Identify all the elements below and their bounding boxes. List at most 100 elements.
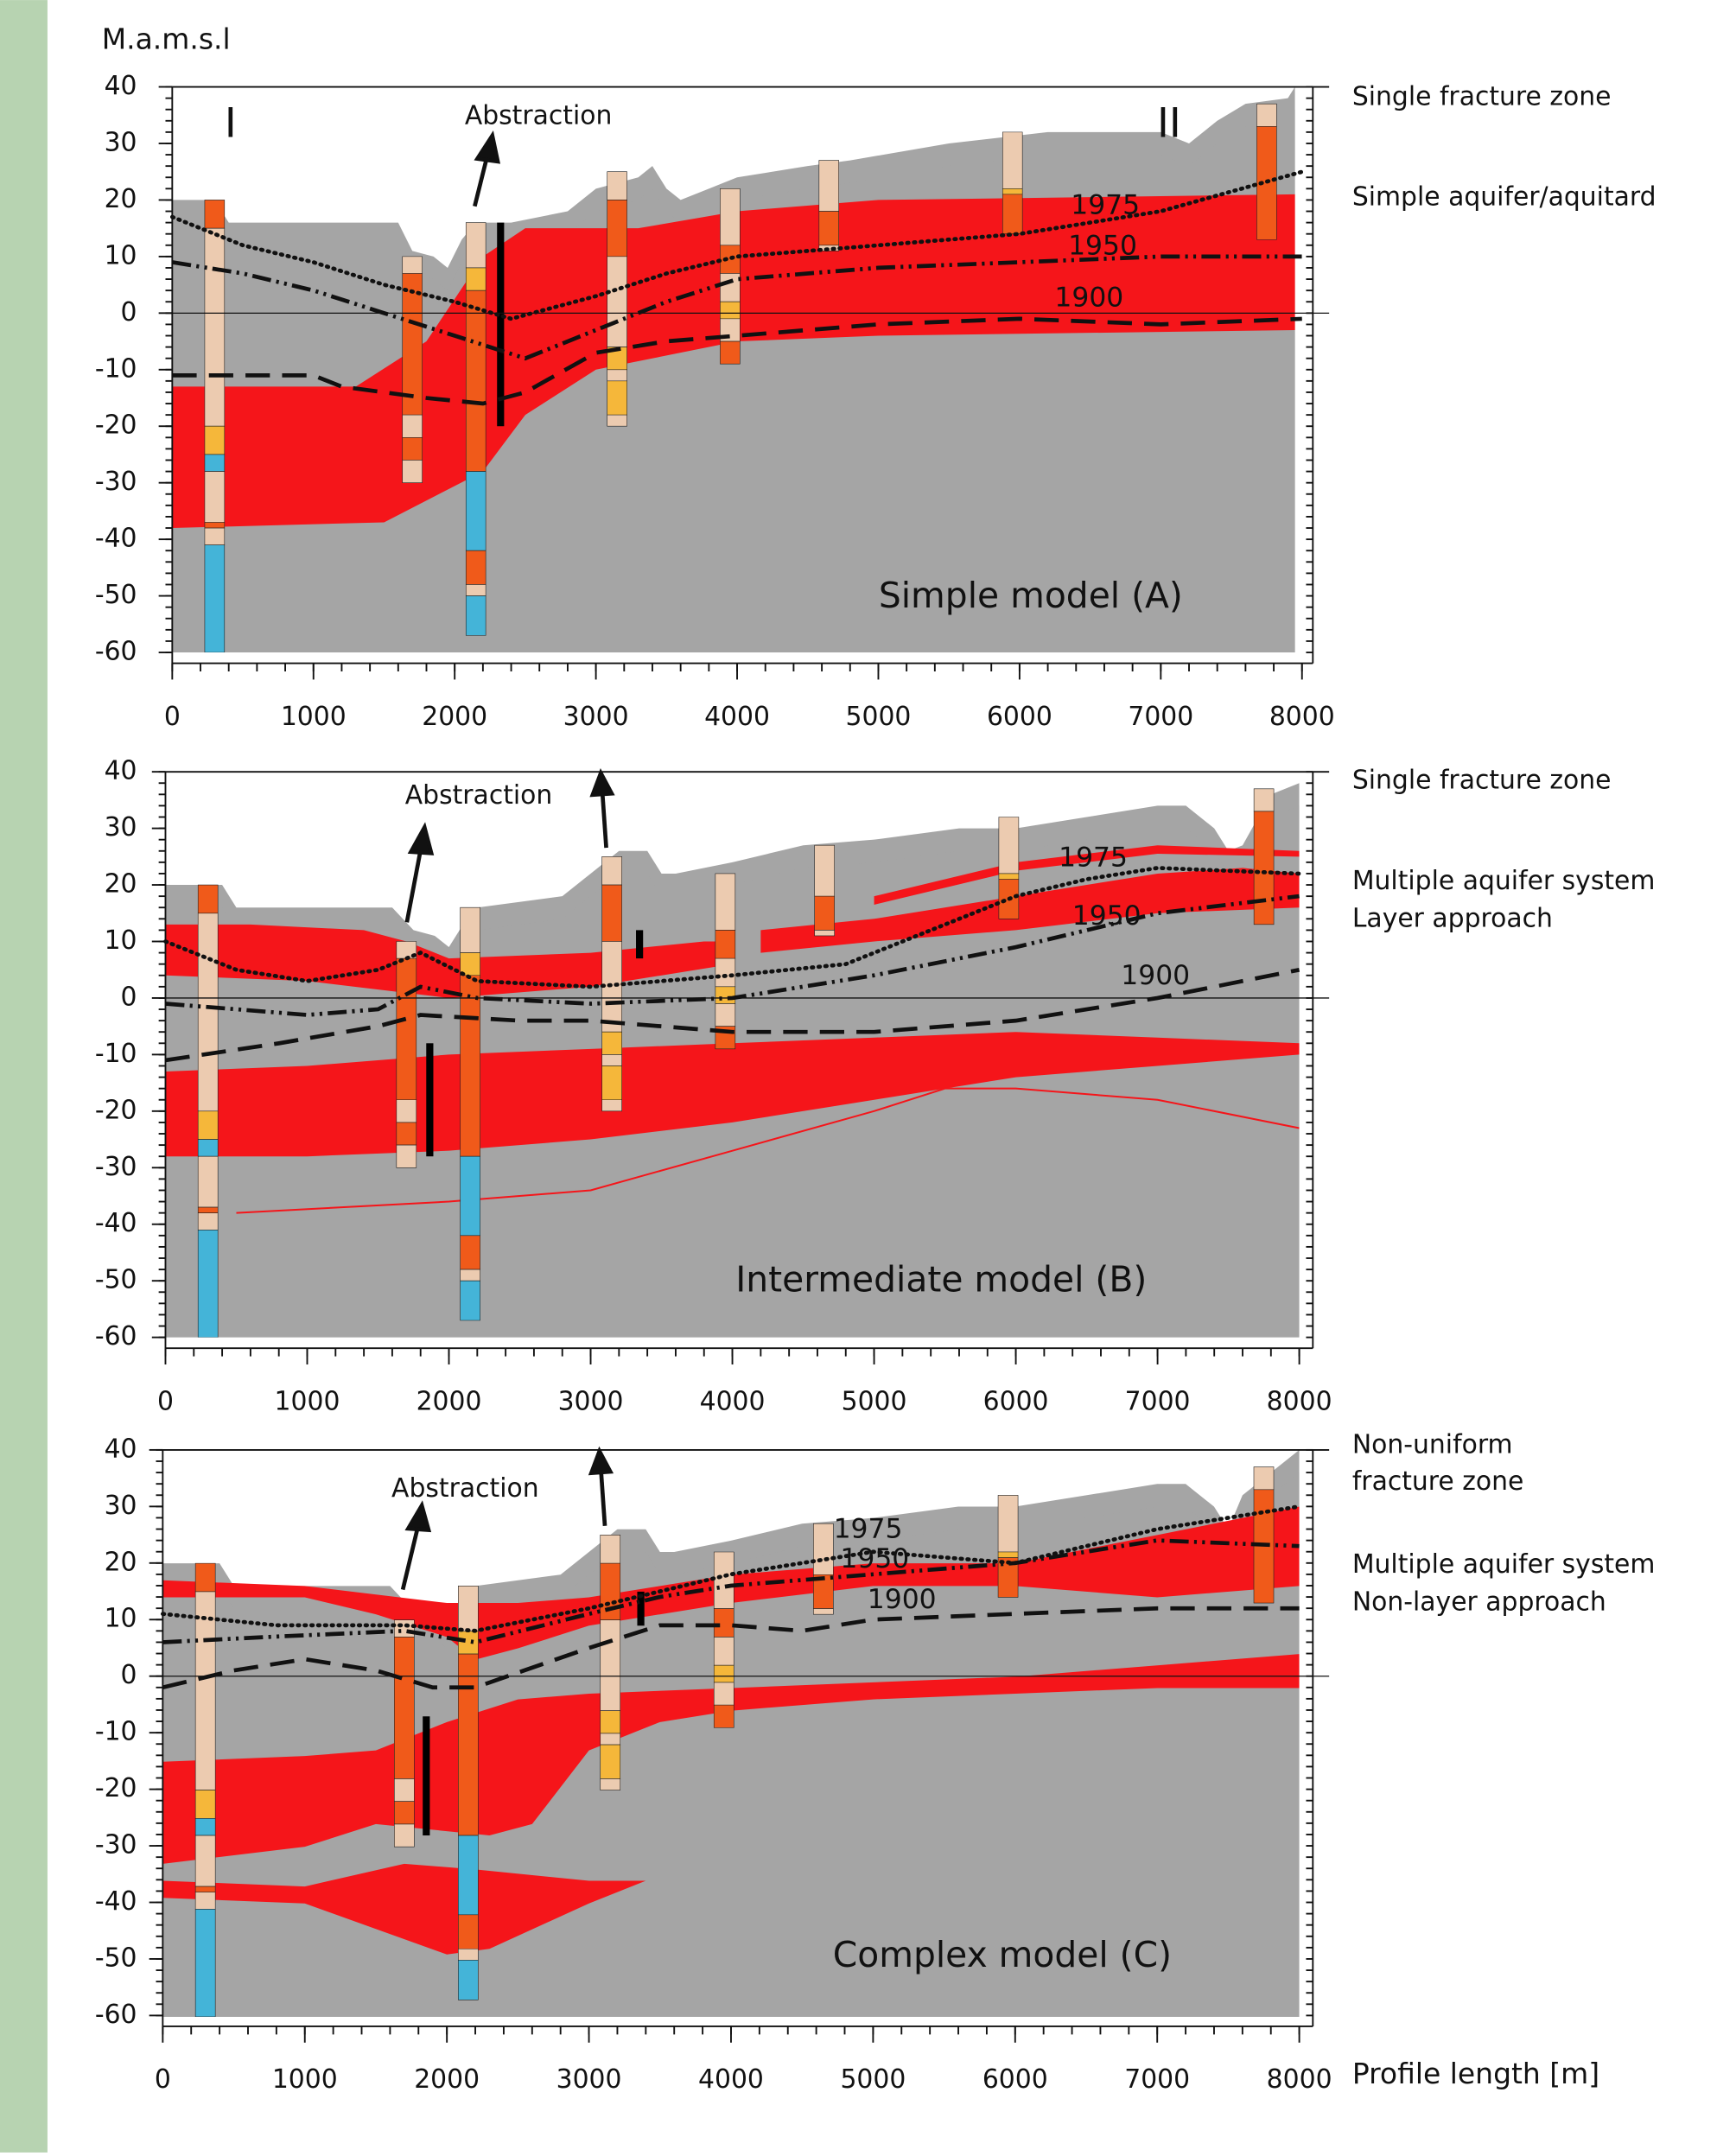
side-label: Multiple aquifer system — [1352, 866, 1656, 896]
borehole-segment — [602, 1032, 622, 1054]
model-title: Complex model (C) — [833, 1934, 1172, 1975]
borehole-segment — [607, 172, 627, 200]
borehole-segment — [198, 1156, 218, 1207]
borehole-segment — [466, 268, 486, 290]
y-tick-label: -50 — [95, 580, 137, 610]
borehole-segment — [461, 1156, 480, 1236]
y-tick-label: 20 — [105, 184, 137, 214]
x-tick-label: 5000 — [846, 702, 912, 732]
x-tick-label: 6000 — [982, 2064, 1048, 2095]
borehole-segment — [601, 1711, 620, 1733]
x-tick-label: 6000 — [983, 1386, 1049, 1416]
y-tick-label: 40 — [105, 71, 137, 101]
borehole-segment — [1002, 194, 1022, 234]
borehole-segment — [714, 1609, 734, 1638]
y-tick-label: -20 — [95, 410, 137, 441]
x-tick-label: 0 — [155, 2064, 171, 2095]
borehole-segment — [998, 1552, 1018, 1558]
x-axis-label: Profile length [m] — [1352, 2057, 1599, 2090]
x-tick-label: 8000 — [1269, 702, 1335, 732]
side-label: Multiple aquifer system — [1352, 1549, 1656, 1580]
y-tick-label: -30 — [95, 1152, 137, 1182]
series-label: 1950 — [840, 1543, 909, 1574]
borehole-segment — [1254, 811, 1274, 925]
y-tick-label: 40 — [105, 756, 137, 786]
y-tick-label: 20 — [105, 1547, 137, 1577]
borehole-segment — [602, 885, 622, 941]
borehole-segment — [607, 200, 627, 256]
borehole-segment — [394, 1620, 414, 1638]
borehole-segment — [458, 1586, 478, 1631]
screen — [497, 223, 504, 427]
borehole-segment — [403, 415, 423, 437]
borehole-segment — [715, 987, 735, 1004]
x-tick-label: 3000 — [556, 2064, 622, 2095]
borehole-segment — [466, 472, 486, 551]
x-tick-label: 1000 — [275, 1386, 340, 1416]
borehole-segment — [397, 1123, 417, 1145]
borehole-segment — [205, 200, 225, 228]
borehole-segment — [195, 1592, 215, 1790]
y-tick-label: -30 — [95, 1830, 137, 1860]
x-tick-label: 7000 — [1128, 702, 1193, 732]
borehole-segment — [714, 1637, 734, 1665]
borehole-segment — [813, 1609, 833, 1615]
borehole-segment — [397, 958, 417, 1100]
annotation: Abstraction — [405, 780, 553, 811]
borehole-segment — [607, 415, 627, 426]
x-tick-label: 4000 — [700, 1386, 766, 1416]
borehole-segment — [205, 528, 225, 545]
borehole-segment — [205, 522, 225, 528]
series-label: 1975 — [834, 1514, 903, 1545]
y-tick-label: -30 — [95, 467, 137, 497]
borehole-segment — [195, 1563, 215, 1592]
y-tick-label: -60 — [95, 2000, 137, 2030]
borehole-segment — [813, 1523, 833, 1574]
annotation: Abstraction — [391, 1473, 539, 1504]
borehole-segment — [466, 550, 486, 584]
y-tick-label: -20 — [95, 1773, 137, 1803]
borehole-segment — [720, 302, 740, 319]
borehole-segment — [466, 584, 486, 595]
side-label: Non-uniform — [1352, 1430, 1513, 1460]
series-label: 1975 — [1071, 190, 1140, 221]
side-label: Non-layer approach — [1352, 1587, 1606, 1618]
x-tick-label: 4000 — [704, 702, 770, 732]
x-tick-label: 2000 — [414, 2064, 480, 2095]
borehole-segment — [601, 1778, 620, 1790]
screen — [423, 1716, 429, 1835]
borehole-segment — [466, 290, 486, 471]
y-tick-label: -60 — [95, 637, 137, 667]
y-axis-label: M.a.m.s.l — [102, 22, 231, 56]
borehole-segment — [195, 1892, 215, 1910]
borehole-segment — [815, 845, 835, 896]
side-label: Simple aquifer/aquitard — [1352, 182, 1657, 213]
x-tick-label: 5000 — [840, 2064, 906, 2095]
borehole-segment — [195, 1790, 215, 1819]
borehole-segment — [1254, 789, 1274, 811]
borehole-segment — [715, 930, 735, 958]
borehole-segment — [458, 1631, 478, 1654]
side-strip — [0, 0, 48, 2153]
borehole-segment — [198, 913, 218, 1111]
series-label: 1900 — [1121, 960, 1190, 991]
borehole-segment — [403, 257, 423, 274]
side-label: Single fracture zone — [1352, 766, 1612, 796]
borehole-segment — [195, 1818, 215, 1835]
x-tick-label: 8000 — [1267, 2064, 1332, 2095]
borehole-segment — [602, 1065, 622, 1099]
y-tick-label: 0 — [121, 297, 137, 328]
y-tick-label: 30 — [105, 1491, 137, 1521]
borehole-segment — [198, 1213, 218, 1231]
borehole-segment — [461, 907, 480, 952]
borehole-segment — [397, 1100, 417, 1123]
x-tick-label: 0 — [157, 1386, 174, 1416]
borehole-segment — [601, 1535, 620, 1563]
borehole-segment — [458, 1915, 478, 1949]
borehole-segment — [601, 1563, 620, 1620]
borehole-segment — [714, 1705, 734, 1727]
borehole-segment — [1002, 132, 1022, 188]
borehole-segment — [403, 437, 423, 460]
y-tick-label: 10 — [105, 240, 137, 270]
x-tick-label: 7000 — [1124, 2064, 1190, 2095]
